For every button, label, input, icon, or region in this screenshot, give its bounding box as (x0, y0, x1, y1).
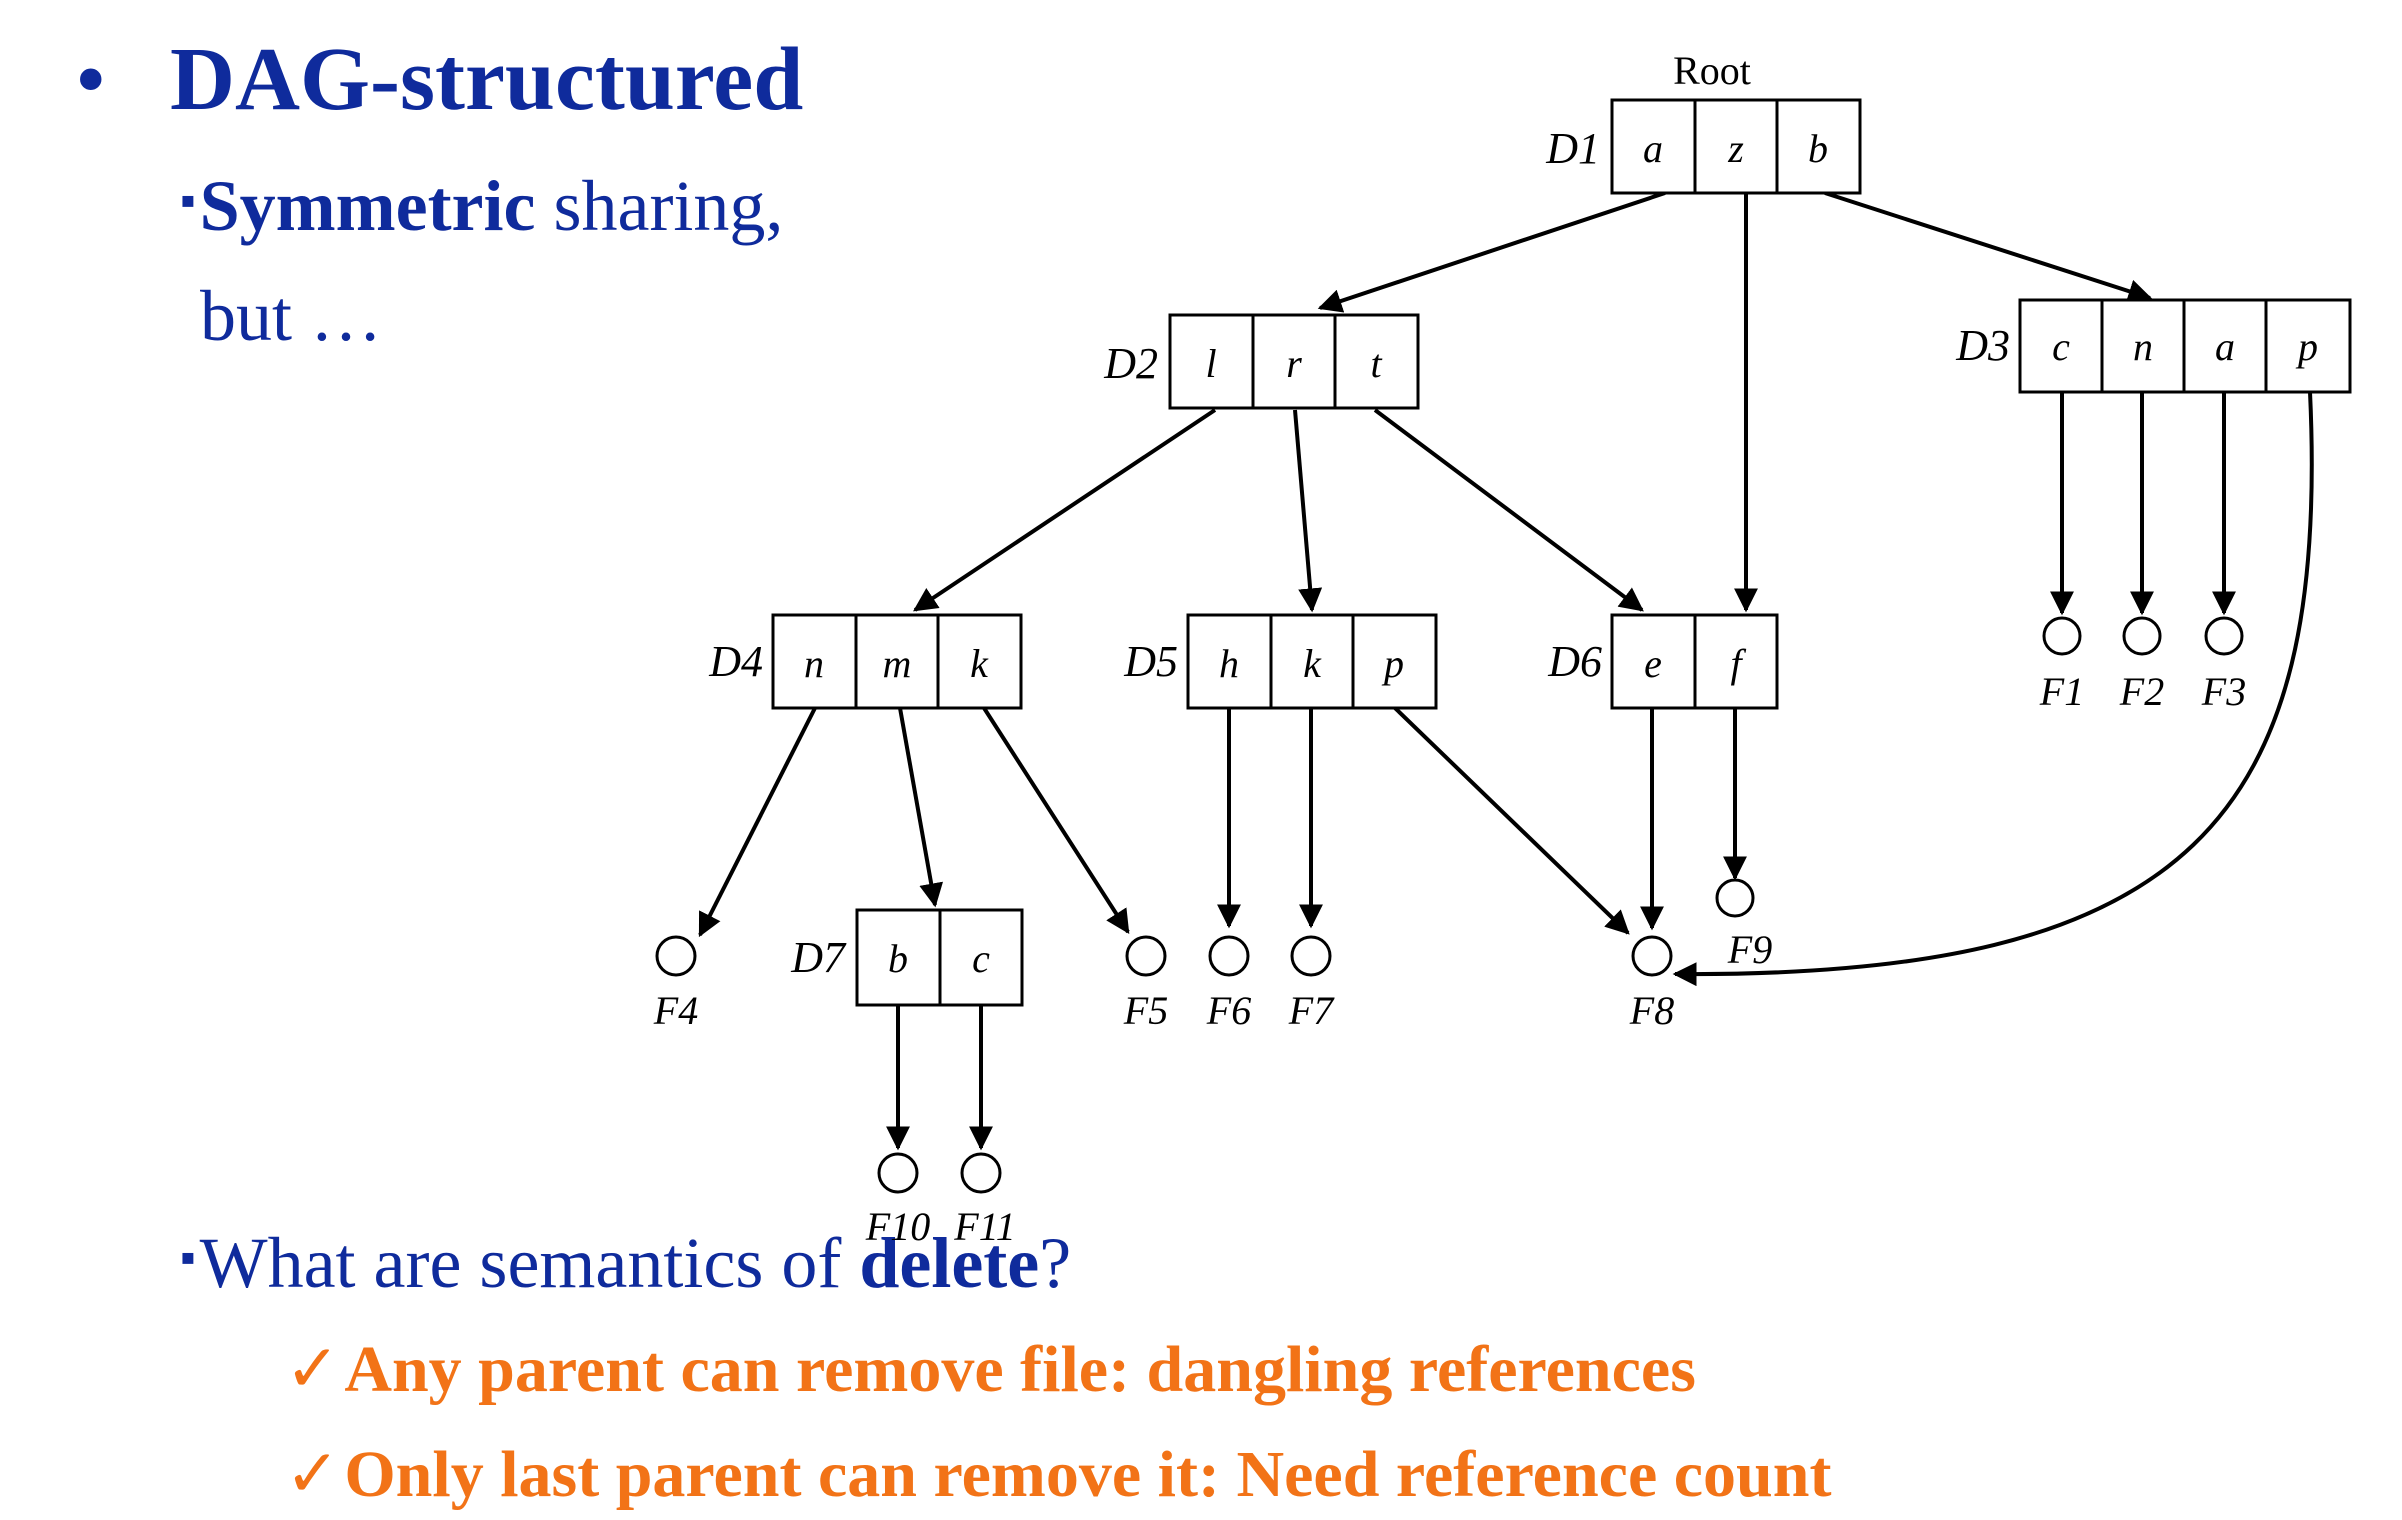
dir-entry: h (1219, 641, 1239, 686)
file-f1: F1 (2039, 616, 2084, 714)
file-label: F9 (1727, 927, 1772, 972)
square-bullet-icon: ▪ (180, 175, 196, 225)
dir-entry: a (1643, 126, 1663, 171)
file-f5: F5 (1123, 935, 1168, 1033)
dir-entry: c (2052, 324, 2070, 369)
file-label: F3 (2201, 669, 2246, 714)
file-f9: F9 (1715, 878, 1772, 972)
dir-label: D7 (790, 933, 847, 982)
check-text: Only last parent can remove it: Need ref… (344, 1438, 1832, 1511)
file-f10: F10 (865, 1152, 930, 1249)
point-symmetric-rest: sharing, (535, 166, 784, 246)
file-f6: F6 (1206, 935, 1251, 1033)
title-bullet: • (75, 30, 107, 129)
root-label: Root (1673, 48, 1751, 93)
edge-d1-a-d2 (1317, 191, 1666, 313)
dir-d2: D2 l r t (1103, 313, 1420, 410)
checkmark-icon: ✓ (285, 1438, 341, 1511)
point-symmetric: ▪Symmetric sharing, (180, 165, 783, 248)
dir-entry: k (970, 641, 989, 686)
edge-d2-t-d6 (1373, 408, 1644, 612)
dir-d1: D1 a z b (1545, 98, 1862, 195)
check-text: Any parent can remove file: dangling ref… (344, 1333, 1696, 1406)
file-f11: F11 (953, 1152, 1016, 1249)
dir-d6: D6 e f (1547, 613, 1779, 710)
dir-entry: t (1370, 341, 1382, 386)
file-label: F1 (2039, 669, 2084, 714)
edge-d2-r-d5 (1293, 409, 1323, 613)
dir-d4: D4 n m k (708, 613, 1023, 710)
dir-entry: z (1727, 126, 1744, 171)
edge-d4-k-f5 (982, 706, 1130, 935)
edge-d2-l-d4 (913, 408, 1217, 612)
edge-d3-p-f8 (1672, 391, 2314, 987)
file-f8: F8 (1629, 935, 1674, 1033)
edge-d4-n-f4 (698, 707, 817, 938)
edge-d5-p-f8 (1393, 706, 1630, 935)
point-delete-text2: ? (1039, 1223, 1072, 1303)
dir-entry: p (1381, 641, 1404, 686)
edges (698, 191, 2314, 1151)
files: F1 F2 F3 F4 F5 F6 F7 F8 F9 F10 F11 (653, 616, 2246, 1249)
file-label: F6 (1206, 988, 1251, 1033)
dir-d3: D3 c n a p (1955, 298, 2352, 394)
check-item-refcount: ✓Only last parent can remove it: Need re… (285, 1435, 1831, 1513)
square-bullet-icon: ▪ (180, 1232, 196, 1282)
dir-entry: e (1644, 641, 1662, 686)
file-label: F5 (1123, 988, 1168, 1033)
file-label: F10 (865, 1204, 930, 1249)
edge-d1-b-d3 (1824, 191, 2153, 303)
point-delete: ▪What are semantics of delete? (180, 1222, 1071, 1305)
dir-entry: p (2295, 324, 2318, 369)
dir-label: D3 (1955, 321, 2010, 370)
dir-label: D5 (1123, 637, 1178, 686)
title-text: DAG-structured (170, 30, 804, 129)
file-label: F7 (1288, 988, 1335, 1033)
dir-label: D6 (1547, 637, 1602, 686)
dir-entry: m (883, 641, 912, 686)
checkmark-icon: ✓ (285, 1333, 341, 1406)
file-label: F11 (953, 1204, 1015, 1249)
slide-title: • DAG-structured (75, 28, 803, 131)
dir-d7: D7 b c (790, 908, 1024, 1007)
dir-entry: l (1205, 341, 1216, 386)
file-f7: F7 (1288, 935, 1335, 1033)
file-f2: F2 (2119, 616, 2164, 714)
check-item-dangling: ✓Any parent can remove file: dangling re… (285, 1330, 1696, 1408)
point-symmetric-line2: but … (200, 276, 383, 356)
file-label: F2 (2119, 669, 2164, 714)
dir-entry: b (1808, 126, 1828, 171)
dir-label: D1 (1545, 124, 1600, 173)
edge-d4-m-d7 (898, 707, 944, 908)
file-label: F4 (653, 988, 698, 1033)
dir-entry: n (804, 641, 824, 686)
dir-label: D4 (708, 637, 763, 686)
dir-d5: D5 h k p (1123, 613, 1438, 710)
dir-entry: n (2133, 324, 2153, 369)
point-delete-text1: What are semantics of (199, 1223, 860, 1303)
dir-entry: r (1286, 341, 1302, 386)
dir-entry: b (888, 936, 908, 981)
dir-entry: k (1303, 641, 1322, 686)
file-f4: F4 (653, 935, 698, 1033)
dir-label: D2 (1103, 339, 1158, 388)
dir-entry: c (972, 936, 990, 981)
point-delete-bold: delete (859, 1223, 1040, 1303)
dir-entry: a (2215, 324, 2235, 369)
point-symmetric-bold: Symmetric (199, 166, 536, 246)
file-label: F8 (1629, 988, 1674, 1033)
file-f3: F3 (2201, 616, 2246, 714)
